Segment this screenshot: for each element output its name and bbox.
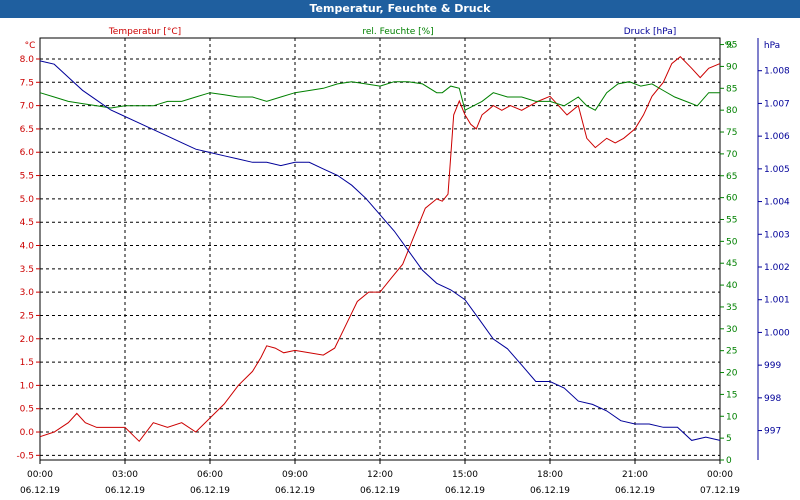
legend-entry: rel. Feuchte [%]: [362, 27, 433, 37]
pressure-tick-label: 1.003: [764, 230, 790, 240]
temperature-tick-label: 6.0: [20, 148, 35, 158]
temperature-tick-label: 5.5: [20, 172, 34, 182]
humidity-tick-label: 95: [726, 41, 737, 51]
temperature-tick-label: 3.0: [20, 288, 35, 298]
x-tick-label-date: 06.12.19: [190, 486, 230, 496]
humidity-tick-label: 25: [726, 347, 737, 357]
x-tick-label-time: 12:00: [367, 470, 393, 480]
humidity-tick-label: 90: [726, 62, 738, 72]
legend-entry: Druck [hPa]: [624, 27, 677, 37]
pressure-tick-label: 1.005: [764, 165, 790, 175]
humidity-tick-label: 45: [726, 259, 737, 269]
humidity-tick-label: 30: [726, 325, 738, 335]
temperature-tick-label: 4.0: [20, 242, 35, 252]
temperature-tick-label: 4.5: [20, 218, 34, 228]
series-line: [39, 60, 721, 441]
humidity-tick-label: 80: [726, 106, 738, 116]
humidity-tick-label: 10: [726, 412, 738, 422]
temperature-tick-label: 7.0: [20, 102, 35, 112]
temperature-tick-label: -0.5: [16, 451, 34, 461]
temperature-tick-label: 5.0: [20, 195, 35, 205]
pressure-tick-label: 1.001: [764, 296, 790, 306]
pressure-tick-label: 1.008: [764, 67, 790, 77]
x-tick-label-date: 06.12.19: [360, 486, 400, 496]
temperature-tick-label: 0.0: [20, 428, 35, 438]
series-line: [39, 56, 721, 443]
x-tick-label-date: 06.12.19: [105, 486, 145, 496]
pressure-tick-label: 1.007: [764, 99, 790, 109]
x-tick-label-time: 15:00: [452, 470, 478, 480]
humidity-tick-label: 50: [726, 237, 738, 247]
humidity-tick-label: 85: [726, 84, 737, 94]
temperature-tick-label: 0.5: [20, 405, 34, 415]
humidity-tick-label: 40: [726, 281, 738, 291]
pressure-tick-label: 1.000: [764, 328, 790, 338]
x-tick-label-date: 06.12.19: [275, 486, 315, 496]
x-tick-label-date: 07.12.19: [700, 486, 740, 496]
temperature-tick-label: 1.0: [20, 381, 35, 391]
legend-entry: Temperatur [°C]: [108, 27, 181, 37]
x-tick-label-date: 06.12.19: [445, 486, 485, 496]
x-tick-label-time: 00:00: [707, 470, 733, 480]
humidity-tick-label: 70: [726, 150, 738, 160]
x-tick-label-time: 21:00: [622, 470, 648, 480]
humidity-tick-label: 35: [726, 303, 737, 313]
x-tick-label-time: 09:00: [282, 470, 308, 480]
x-tick-label-time: 18:00: [537, 470, 563, 480]
humidity-tick-label: 5: [726, 434, 732, 444]
humidity-tick-label: 20: [726, 369, 738, 379]
pressure-tick-label: 1.006: [764, 132, 790, 142]
temperature-tick-label: 8.0: [20, 55, 35, 65]
pressure-tick-label: 1.004: [764, 198, 790, 208]
humidity-tick-label: 15: [726, 390, 737, 400]
temperature-tick-label: 7.5: [20, 78, 34, 88]
series-line: [39, 81, 720, 111]
temperature-unit-label: °C: [25, 41, 36, 51]
chart: 00:00 06.12.19 03:00 06.12.19 06:00 06.12.19 0…: [16, 27, 790, 496]
humidity-tick-label: 75: [726, 128, 737, 138]
temperature-tick-label: 3.5: [20, 265, 34, 275]
pressure-tick-label: 999: [764, 361, 781, 371]
humidity-tick-label: 60: [726, 194, 738, 204]
temperature-tick-label: 2.5: [20, 311, 34, 321]
humidity-tick-label: 0: [726, 456, 732, 466]
temperature-tick-label: 2.0: [20, 335, 35, 345]
pressure-unit-label: hPa: [764, 41, 780, 51]
x-tick-label-date: 06.12.19: [615, 486, 655, 496]
temperature-tick-label: 6.5: [20, 125, 34, 135]
x-tick-label-time: 03:00: [112, 470, 138, 480]
x-tick-label-time: 00:00: [27, 470, 53, 480]
humidity-tick-label: 65: [726, 172, 737, 182]
humidity-unit-label: %: [725, 41, 734, 51]
chart-title: Temperatur, Feuchte & Druck: [0, 0, 800, 18]
x-tick-label-time: 06:00: [197, 470, 223, 480]
x-tick-label-date: 06.12.19: [530, 486, 570, 496]
pressure-tick-label: 1.002: [764, 263, 790, 273]
temperature-tick-label: 1.5: [20, 358, 34, 368]
pressure-tick-label: 997: [764, 427, 781, 437]
x-tick-label-date: 06.12.19: [20, 486, 60, 496]
pressure-tick-label: 998: [764, 394, 781, 404]
humidity-tick-label: 55: [726, 215, 737, 225]
